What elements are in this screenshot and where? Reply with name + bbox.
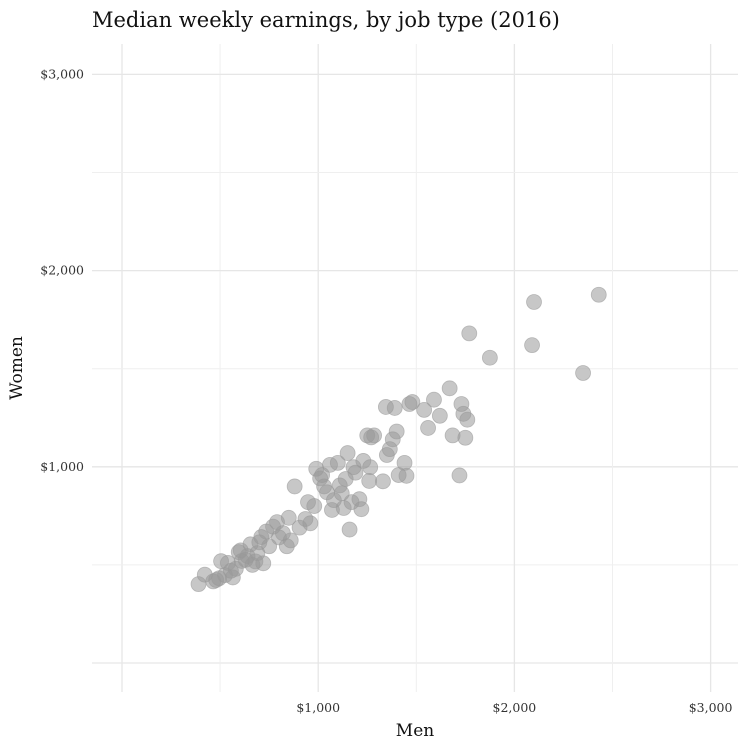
chart-title: Median weekly earnings, by job type (201… — [92, 8, 560, 32]
y-tick-label: $3,000 — [40, 66, 84, 81]
data-point — [282, 532, 299, 549]
data-point — [388, 423, 405, 440]
data-point — [280, 509, 297, 526]
data-point — [361, 473, 378, 489]
data-point — [375, 473, 391, 490]
data-point — [459, 411, 476, 428]
data-point — [426, 391, 442, 408]
data-point — [286, 478, 303, 495]
x-axis-ticks: $1,000 $2,000 $3,000 — [296, 700, 732, 715]
data-point — [431, 407, 448, 424]
data-point — [302, 515, 319, 532]
data-point — [339, 445, 356, 461]
data-point — [420, 420, 436, 436]
data-point — [481, 349, 498, 366]
x-tick-label: $3,000 — [689, 700, 733, 715]
data-point — [398, 467, 415, 484]
data-point — [353, 501, 370, 518]
data-point — [441, 380, 458, 397]
data-point — [261, 538, 278, 555]
data-point — [416, 402, 433, 418]
data-point — [329, 454, 346, 471]
data-point — [526, 294, 542, 310]
y-tick-label: $1,000 — [40, 459, 84, 474]
data-point — [451, 467, 468, 484]
x-tick-label: $2,000 — [493, 700, 537, 715]
data-point — [347, 464, 364, 481]
data-point — [590, 286, 607, 303]
data-points — [190, 286, 607, 593]
data-point — [404, 394, 421, 410]
data-point — [366, 427, 383, 444]
y-axis-ticks: $1,000 $2,000 $3,000 — [40, 66, 84, 473]
data-point — [255, 555, 272, 572]
x-axis-title: Men — [396, 721, 434, 741]
data-point — [386, 400, 403, 416]
data-point — [524, 337, 540, 354]
data-point — [362, 459, 379, 476]
data-point — [306, 498, 323, 514]
y-axis-title: Women — [7, 336, 27, 400]
data-point — [457, 429, 474, 446]
data-point — [396, 454, 413, 471]
data-point — [575, 365, 591, 381]
x-tick-label: $1,000 — [296, 700, 340, 715]
grid — [92, 44, 738, 692]
y-tick-label: $2,000 — [40, 263, 84, 278]
data-point — [341, 521, 358, 538]
data-point — [461, 325, 478, 342]
